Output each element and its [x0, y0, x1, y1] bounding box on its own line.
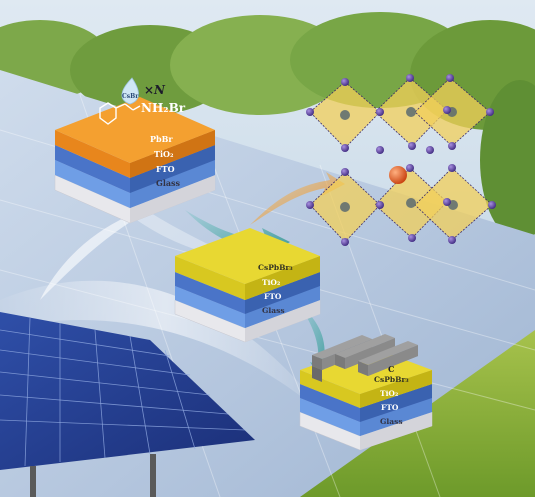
- layer-label-fto: FTO: [264, 292, 282, 301]
- layer-label-glass: Glass: [156, 178, 181, 188]
- molecule-group-label: NH₂Br: [141, 101, 186, 115]
- layer-label-cspbbr3: CsPbBr₃: [258, 263, 293, 272]
- layer-label-glass: Glass: [262, 306, 285, 315]
- benzylamine-molecule-icon: [99, 102, 141, 125]
- device-stack-2: CsPbBr₃ TiO₂ FTO Glass: [174, 228, 321, 343]
- droplet-label: CsBr: [122, 93, 139, 100]
- layer-label-glass: Glass: [380, 417, 403, 426]
- solar-panel-icon: [0, 312, 255, 497]
- arrow-to-crystal: [250, 172, 345, 225]
- layer-label-fto: FTO: [156, 164, 175, 174]
- perovskite-crystal-icon: [306, 74, 496, 246]
- layer-label-tio2: TiO₂: [154, 149, 174, 159]
- layer-label-tio2: TiO₂: [380, 389, 398, 398]
- light-swoosh: [0, 280, 330, 420]
- layer-label-pbbr: PbBr: [150, 134, 173, 144]
- electrode-label: C: [388, 364, 394, 374]
- layer-label-fto: FTO: [381, 403, 399, 412]
- carbon-electrode-strips: [312, 334, 418, 382]
- layer-label-cspbbr3: CsPbBr₃: [374, 375, 409, 384]
- droplet-icon: [121, 77, 139, 105]
- device-stack-3: C CsPbBr₃ TiO₂ FTO Glass: [299, 334, 433, 451]
- repeat-label: ×N: [144, 83, 166, 97]
- tree-line: [0, 12, 535, 240]
- cesium-atom: [389, 166, 407, 184]
- device-stack-1: NH₂Br CsBr ×N PbBr TiO₂ FTO Glass: [54, 77, 216, 224]
- layer-label-tio2: TiO₂: [262, 278, 280, 287]
